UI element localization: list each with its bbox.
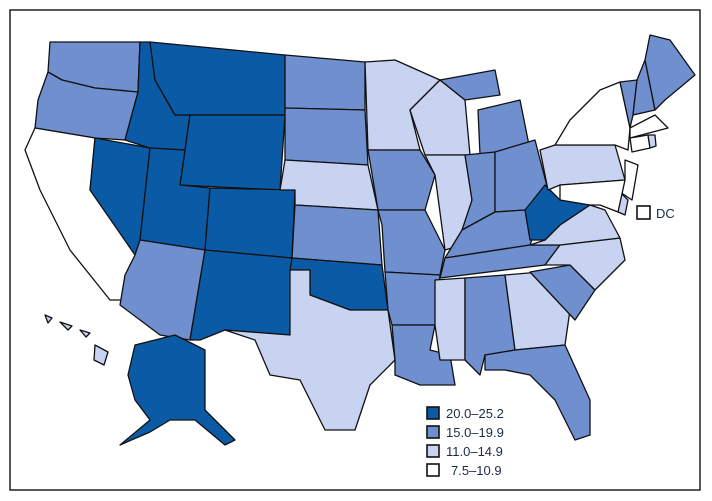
- state-ia: [367, 149, 436, 211]
- legend-label: 15.0–19.9: [446, 425, 504, 440]
- legend-swatch: [426, 406, 440, 420]
- state-sd: [284, 107, 369, 166]
- state-ms: [434, 277, 466, 361]
- legend-swatch: [426, 425, 440, 439]
- legend-swatch: [426, 444, 440, 458]
- dc-label: DC: [656, 206, 675, 221]
- state-co: [204, 187, 296, 259]
- state-fl: [484, 344, 591, 441]
- state-md: [559, 179, 626, 213]
- state-me: [644, 34, 696, 111]
- state-mt: [149, 41, 286, 116]
- legend-swatch: [426, 463, 440, 477]
- state-nj: [619, 159, 639, 201]
- state-nd: [284, 54, 366, 111]
- state-tx: [224, 269, 396, 431]
- state-ma: [629, 114, 669, 139]
- state-ks: [291, 204, 383, 266]
- state-ak: [119, 334, 236, 446]
- state-ne: [279, 159, 379, 211]
- legend: 20.0–25.2 15.0–19.9 11.0–14.9 7.5–10.9: [426, 406, 504, 478]
- dc-swatch: [636, 205, 651, 220]
- legend-label: 11.0–14.9: [446, 444, 503, 459]
- state-la: [391, 324, 456, 386]
- legend-label: 7.5–10.9: [451, 463, 502, 478]
- state-nm: [189, 249, 293, 341]
- legend-label: 20.0–25.2: [446, 406, 504, 421]
- dc-marker: DC: [636, 205, 675, 221]
- state-ri: [647, 134, 657, 149]
- states-layer: [24, 34, 696, 446]
- state-wi: [409, 79, 471, 156]
- state-hi: [44, 314, 109, 366]
- state-wy: [179, 114, 286, 191]
- state-ar: [384, 271, 441, 326]
